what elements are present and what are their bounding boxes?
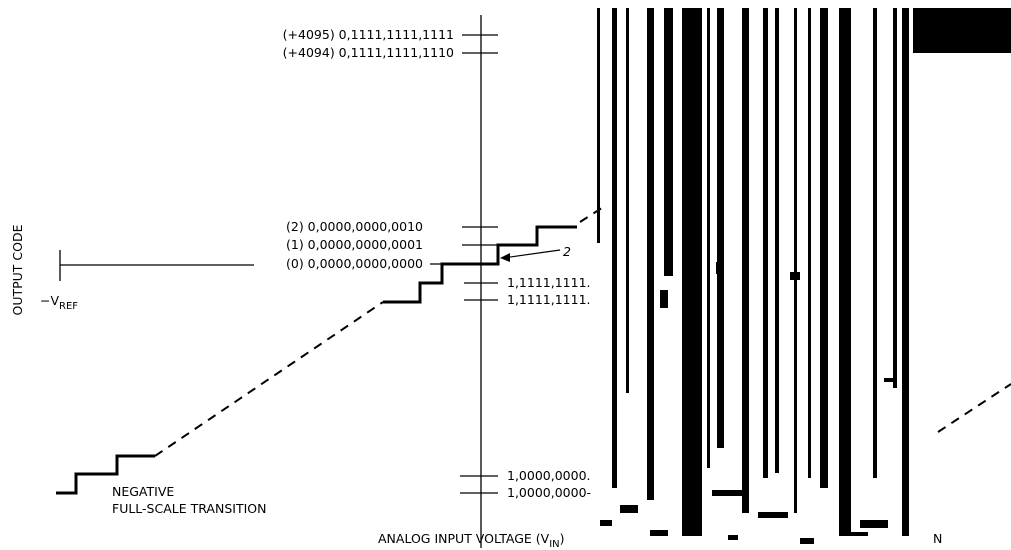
scan-artifact-region: [597, 8, 1011, 544]
code-label-neg-1: 1,1111,1111.: [507, 275, 591, 290]
annotation-arrow: [502, 249, 561, 259]
code-label-neg-full-2: 1,0000,0000-: [507, 485, 591, 500]
code-label-neg-2: 1,1111,1111.: [507, 292, 591, 307]
dashed-upper: [579, 205, 606, 223]
x-axis-label: ANALOG INPUT VOLTAGE (VIN): [378, 531, 565, 550]
code-label-1: (1) 0,0000,0000,0001: [286, 237, 423, 252]
y-axis-label: OUTPUT CODE: [10, 224, 25, 315]
dashed-right: [937, 383, 1011, 433]
annotation-arrowhead: [500, 253, 510, 262]
annotation-mark: 2: [563, 244, 571, 259]
code-label-2: (2) 0,0000,0000,0010: [286, 219, 423, 234]
staircase-lower: [56, 454, 155, 495]
negative-label-line1: NEGATIVE: [112, 484, 174, 499]
code-label-0: (0) 0,0000,0000,0000: [286, 256, 423, 271]
negative-label-line2: FULL-SCALE TRANSITION: [112, 501, 266, 516]
code-label-4094: (+4094) 0,1111,1111,1110: [283, 45, 454, 60]
dashed-lower: [154, 301, 384, 457]
staircase-upper: [383, 225, 577, 304]
neg-ref-label: −VREF: [40, 293, 78, 312]
right-edge-label: N: [933, 531, 942, 546]
code-label-4095: (+4095) 0,1111,1111,1111: [283, 27, 454, 42]
code-label-neg-full-1: 1,0000,0000.: [507, 468, 591, 483]
